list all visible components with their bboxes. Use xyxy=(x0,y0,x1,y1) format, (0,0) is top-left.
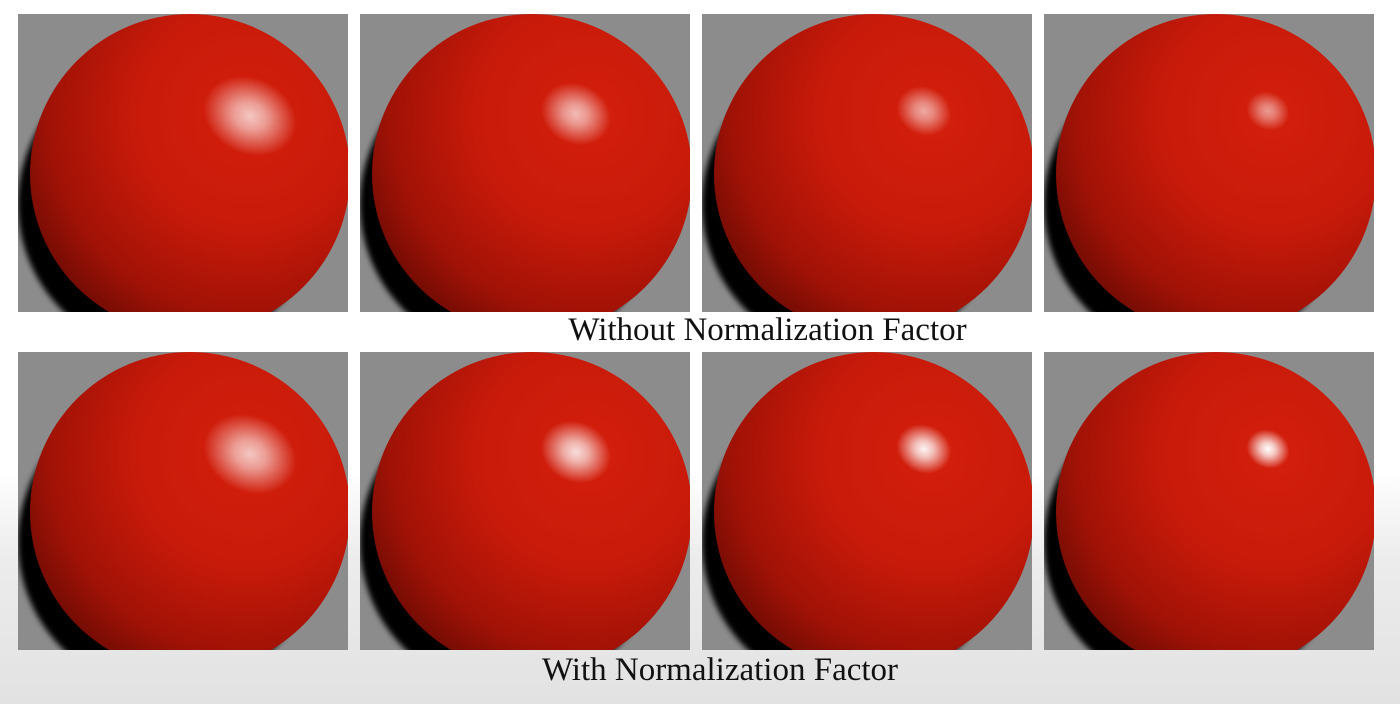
specular-highlight xyxy=(540,420,612,484)
specular-highlight xyxy=(540,82,612,146)
sphere xyxy=(372,352,690,650)
sphere-tile xyxy=(702,352,1032,650)
sphere-tile xyxy=(360,352,690,650)
sphere-tile xyxy=(1044,14,1374,312)
sphere-render xyxy=(702,352,1032,650)
sphere-tile xyxy=(1044,352,1374,650)
row-without-normalization: Without Normalization Factor xyxy=(0,0,1400,348)
sphere-tile xyxy=(360,14,690,312)
sphere-tile xyxy=(18,14,348,312)
specular-highlight xyxy=(1246,429,1290,469)
specular-highlight xyxy=(896,86,952,136)
sphere-render xyxy=(18,352,348,650)
sphere-render xyxy=(1044,14,1374,312)
sphere xyxy=(372,14,690,312)
sphere xyxy=(1056,14,1374,312)
sphere xyxy=(714,352,1032,650)
specular-highlight xyxy=(203,76,297,156)
specular-highlight xyxy=(1246,91,1290,131)
sphere-render xyxy=(702,14,1032,312)
specular-highlight xyxy=(896,424,952,474)
sphere-render xyxy=(18,14,348,312)
specular-highlight xyxy=(203,414,297,494)
sphere xyxy=(30,352,348,650)
caption-without-normalization: Without Normalization Factor xyxy=(568,312,967,348)
sphere xyxy=(1056,352,1374,650)
sphere-tile xyxy=(18,352,348,650)
sphere xyxy=(714,14,1032,312)
sphere-render xyxy=(360,14,690,312)
sphere-tile xyxy=(702,14,1032,312)
sphere-render xyxy=(360,352,690,650)
caption-with-normalization: With Normalization Factor xyxy=(541,652,899,688)
sphere-render xyxy=(1044,352,1374,650)
